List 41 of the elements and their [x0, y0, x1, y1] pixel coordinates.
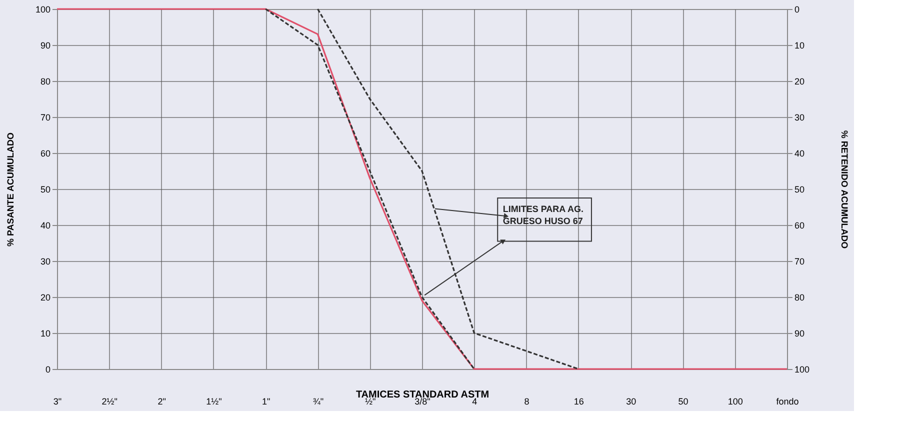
- y-tick-label: 10: [40, 328, 50, 338]
- y2-tick-label: 100: [794, 364, 810, 374]
- x-tick-label: 1": [262, 396, 270, 406]
- y2-axis-title: % RETENIDO ACUMULADO: [840, 130, 850, 249]
- line-series: [264, 8, 475, 370]
- x-tick-label: ½": [365, 396, 376, 406]
- x-tick-label: 16: [574, 396, 584, 406]
- y-tick-label: 100: [35, 4, 50, 14]
- x-tick-label: 100: [728, 396, 743, 406]
- y2-tick-label: 40: [794, 148, 805, 158]
- x-tick-label: 50: [678, 396, 688, 406]
- y-tick-label: 80: [40, 76, 50, 86]
- y-tick-label: 40: [40, 220, 50, 230]
- y-tick-label: 0: [45, 364, 50, 374]
- y-axis-title: % PASANTE ACUMULADO: [5, 132, 16, 246]
- x-tick-label: ¾": [312, 396, 324, 406]
- x-tick-label: 4: [472, 396, 478, 406]
- y-tick-label: 50: [40, 184, 50, 194]
- y2-tick-label: 60: [794, 220, 805, 230]
- y-tick-label: 20: [40, 292, 50, 302]
- y-tick-label: 90: [40, 40, 50, 50]
- x-tick-label: 8: [524, 396, 530, 406]
- x-tick-label: fondo: [776, 396, 799, 406]
- x-tick-label: 1½": [206, 396, 222, 406]
- x-tick-label: 30: [626, 396, 636, 406]
- y2-tick-label: 50: [794, 184, 805, 194]
- x-tick-label: 2½": [102, 396, 118, 406]
- y2-tick-label: 20: [794, 76, 805, 86]
- y2-tick-label: 30: [794, 112, 805, 122]
- annotation: LIMITES PARA AG. GRUESO HUSO 67: [502, 204, 584, 226]
- y-tick-label: 60: [40, 148, 50, 158]
- y-tick-label: 30: [40, 256, 50, 266]
- y-tick-label: 70: [40, 112, 50, 122]
- x-tick-label: 2": [158, 396, 166, 406]
- x-tick-label: 3": [53, 396, 62, 406]
- y2-tick-label: 70: [794, 256, 805, 266]
- y2-tick-label: 80: [794, 292, 805, 302]
- y2-tick-label: 0: [794, 4, 800, 14]
- y2-tick-label: 90: [794, 328, 805, 338]
- y2-tick-label: 10: [794, 40, 805, 50]
- x-tick-label: 3/8": [414, 396, 430, 406]
